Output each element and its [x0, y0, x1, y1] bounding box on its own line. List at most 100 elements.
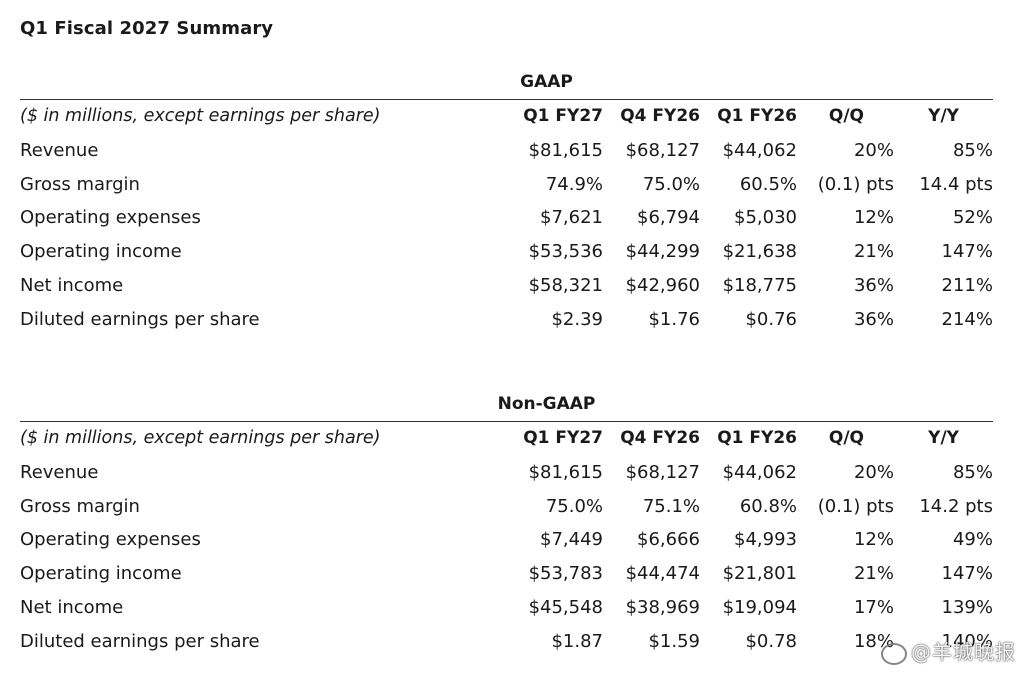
column-header-description: ($ in millions, except earnings per shar… [20, 428, 381, 448]
gaap-divider [20, 99, 993, 100]
table-row: Gross margin 75.0% 75.1% 60.8% (0.1) pts 14.2… [20, 490, 993, 524]
value-q4-fy26: 75.0% [642, 173, 700, 195]
column-header-q4-fy26: Q4 FY26 [620, 106, 700, 126]
value-q1-fy27: $45,548 [528, 596, 603, 618]
row-label: Gross margin [20, 495, 140, 517]
value-q1-fy27: $7,449 [540, 529, 603, 551]
table-row: Operating income $53,783 $44,474 $21,801 21%… [20, 557, 993, 591]
column-header-qq: Q/Q [828, 106, 864, 126]
value-q1-fy27: 74.9% [545, 173, 603, 195]
change-qq: 21% [853, 563, 894, 585]
row-label: Operating expenses [20, 207, 201, 229]
column-header-description: ($ in millions, except earnings per shar… [20, 106, 381, 126]
table-row: Operating expenses $7,449 $6,666 $4,993 12% 4… [20, 523, 993, 557]
watermark: @羊城晚报 [881, 636, 1016, 665]
value-q4-fy26: 75.1% [642, 495, 700, 517]
value-q1-fy27: $2.39 [551, 308, 603, 330]
value-q1-fy27: $53,536 [528, 241, 603, 263]
gaap-section-title: GAAP [520, 72, 573, 92]
value-q4-fy26: $1.76 [648, 308, 700, 330]
column-header-q1-fy27: Q1 FY27 [523, 106, 603, 126]
value-q1-fy27: $1.87 [551, 630, 603, 652]
column-header-q1-fy26: Q1 FY26 [717, 428, 797, 448]
value-q1-fy26: $0.76 [745, 308, 797, 330]
value-q1-fy27: $53,783 [528, 563, 603, 585]
change-yy: 85% [952, 461, 993, 483]
value-q1-fy26: $5,030 [734, 207, 797, 229]
change-qq: 21% [853, 241, 894, 263]
gaap-section: GAAP ($ in millions, except earnings per… [20, 70, 993, 337]
table-row: Revenue $81,615 $68,127 $44,062 20% 85% [20, 134, 993, 168]
row-label: Net income [20, 274, 124, 296]
change-yy: 52% [952, 207, 993, 229]
value-q1-fy27: 75.0% [545, 495, 603, 517]
non-gaap-table: ($ in millions, except earnings per shar… [20, 422, 993, 659]
table-row: Net income $58,321 $42,960 $18,775 36% 211% [20, 269, 993, 303]
change-qq: (0.1) pts [817, 495, 894, 517]
value-q1-fy27: $58,321 [528, 274, 603, 296]
column-header-q1-fy27: Q1 FY27 [523, 428, 603, 448]
non-gaap-section-title: Non-GAAP [497, 394, 596, 414]
value-q4-fy26: $6,666 [637, 529, 700, 551]
row-label: Gross margin [20, 173, 140, 195]
row-label: Diluted earnings per share [20, 630, 260, 652]
non-gaap-header-row: ($ in millions, except earnings per shar… [20, 422, 993, 456]
change-qq: 20% [853, 461, 894, 483]
value-q1-fy26: $19,094 [722, 596, 797, 618]
value-q4-fy26: $6,794 [637, 207, 700, 229]
table-row: Operating expenses $7,621 $6,794 $5,030 12% 5… [20, 201, 993, 235]
table-row: Diluted earnings per share $2.39 $1.76 $0.7… [20, 303, 993, 337]
column-header-yy: Y/Y [928, 106, 959, 126]
table-row: Operating income $53,536 $44,299 $21,638 21%… [20, 235, 993, 269]
value-q4-fy26: $44,474 [625, 563, 700, 585]
value-q1-fy26: $21,638 [722, 241, 797, 263]
value-q4-fy26: $1.59 [648, 630, 700, 652]
change-yy: 14.2 pts [919, 495, 993, 517]
row-label: Operating income [20, 241, 182, 263]
change-yy: 139% [941, 596, 993, 618]
non-gaap-divider [20, 421, 993, 422]
column-header-q4-fy26: Q4 FY26 [620, 428, 700, 448]
change-yy: 214% [941, 308, 993, 330]
gaap-table: ($ in millions, except earnings per shar… [20, 100, 993, 337]
change-qq: 36% [853, 274, 894, 296]
value-q1-fy26: $21,801 [722, 563, 797, 585]
change-yy: 85% [952, 139, 993, 161]
value-q1-fy26: $18,775 [722, 274, 797, 296]
value-q4-fy26: $68,127 [625, 461, 700, 483]
column-header-yy: Y/Y [928, 428, 959, 448]
table-row: Gross margin 74.9% 75.0% 60.5% (0.1) pts 14.4… [20, 168, 993, 202]
value-q1-fy26: 60.5% [739, 173, 797, 195]
value-q1-fy26: $44,062 [722, 139, 797, 161]
row-label: Net income [20, 596, 124, 618]
change-qq: 20% [853, 139, 894, 161]
watermark-text: @羊城晚报 [911, 640, 1016, 664]
weibo-icon [881, 642, 907, 665]
value-q1-fy27: $81,615 [528, 461, 603, 483]
value-q1-fy26: $4,993 [734, 529, 797, 551]
column-header-qq: Q/Q [828, 428, 864, 448]
page-title: Q1 Fiscal 2027 Summary [20, 18, 274, 39]
value-q1-fy27: $7,621 [540, 207, 603, 229]
value-q1-fy26: $0.78 [745, 630, 797, 652]
change-qq: 12% [853, 529, 894, 551]
row-label: Operating expenses [20, 529, 201, 551]
column-header-q1-fy26: Q1 FY26 [717, 106, 797, 126]
change-yy: 147% [941, 241, 993, 263]
change-yy: 147% [941, 563, 993, 585]
change-yy: 140% [941, 630, 993, 652]
row-label: Revenue [20, 461, 99, 483]
value-q1-fy26: $44,062 [722, 461, 797, 483]
row-label: Operating income [20, 563, 182, 585]
value-q1-fy26: 60.8% [739, 495, 797, 517]
change-qq: 12% [853, 207, 894, 229]
change-qq: 18% [853, 630, 894, 652]
change-qq: 17% [853, 596, 894, 618]
change-yy: 211% [941, 274, 993, 296]
table-row: Revenue $81,615 $68,127 $44,062 20% 85% [20, 456, 993, 490]
change-yy: 49% [952, 529, 993, 551]
change-qq: 36% [853, 308, 894, 330]
value-q4-fy26: $68,127 [625, 139, 700, 161]
value-q1-fy27: $81,615 [528, 139, 603, 161]
table-row: Net income $45,548 $38,969 $19,094 17% 139% [20, 591, 993, 625]
